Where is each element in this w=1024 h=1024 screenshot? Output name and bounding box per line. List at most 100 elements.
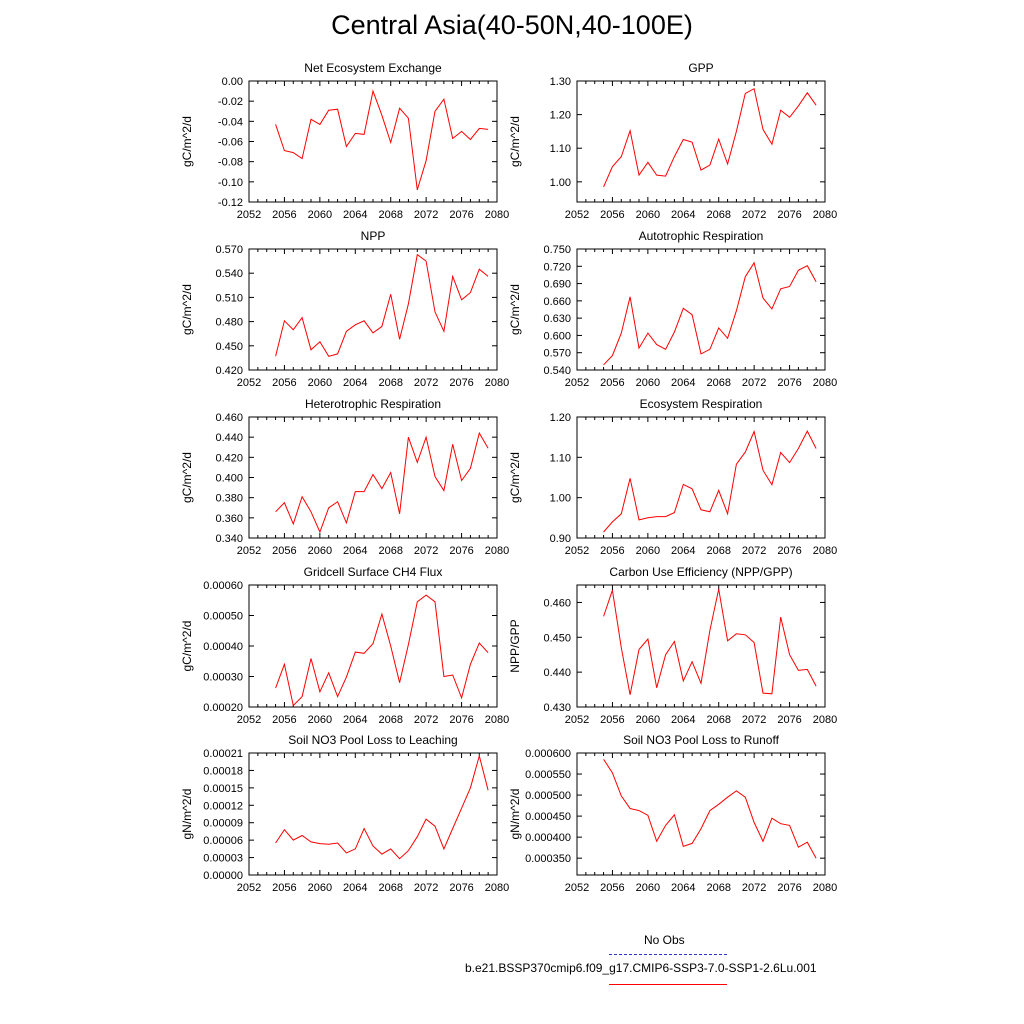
plot-4-ytick-label: 0.440 (215, 432, 243, 444)
plot-9-ytick-label: 0.000350 (525, 853, 571, 865)
plot-6-ylabel: gC/m^2/d (180, 621, 194, 672)
plot-3-ytick-label: 0.570 (543, 348, 571, 360)
plot-8-ytick-label: 0.00012 (203, 800, 243, 812)
plot-6-xtick-label: 2076 (449, 714, 473, 726)
plot-7-xtick-label: 2052 (565, 714, 589, 726)
plot-5-xtick-label: 2068 (706, 545, 730, 557)
plot-1-ytick-label: 1.20 (550, 110, 571, 122)
plot-2-ytick-label: 0.570 (215, 244, 243, 256)
plot-3-ytick-label: 0.630 (543, 313, 571, 325)
plot-2-xtick-label: 2072 (414, 377, 438, 389)
plot-3-xtick-label: 2080 (813, 377, 837, 389)
plot-5-ytick-label: 1.00 (550, 493, 571, 505)
plot-7-ytick-label: 0.440 (543, 667, 571, 679)
plot-5-series-line (603, 429, 817, 533)
plot-2-series-line (275, 253, 489, 357)
plot-8-title: Soil NO3 Pool Loss to Leaching (288, 733, 457, 747)
plot-3-xtick-label: 2068 (706, 377, 730, 389)
plot-6-xtick-label: 2080 (485, 714, 509, 726)
plot-5-ytick-label: 0.90 (550, 533, 571, 545)
plot-8-ytick-label: 0.00021 (203, 748, 243, 760)
plot-7-ytick-label: 0.450 (543, 632, 571, 644)
plot-2-ytick-label: 0.450 (215, 341, 243, 353)
plot-7-xtick-label: 2056 (600, 714, 624, 726)
plot-8-xtick-label: 2080 (485, 882, 509, 894)
plot-1-ytick-label: 1.00 (550, 177, 571, 189)
figure-title: Central Asia(40-50N,40-100E) (331, 10, 693, 40)
plot-0-title: Net Ecosystem Exchange (304, 61, 442, 75)
plot-0-frame (248, 80, 498, 203)
plot-3-title: Autotrophic Respiration (639, 229, 764, 243)
plot-5-title: Ecosystem Respiration (640, 397, 763, 411)
plot-5-xtick-label: 2080 (813, 545, 837, 557)
plot-0-xtick-label: 2072 (414, 209, 438, 221)
plot-4-ytick-label: 0.400 (215, 473, 243, 485)
plot-2-ytick-label: 0.420 (215, 365, 243, 377)
plot-1-ylabel: gC/m^2/d (508, 116, 522, 167)
plot-6-xtick-label: 2072 (414, 714, 438, 726)
plot-4-ytick-label: 0.420 (215, 452, 243, 464)
plot-0-ylabel: gC/m^2/d (180, 116, 194, 167)
plot-3-ytick-label: 0.750 (543, 244, 571, 256)
plot-7-xtick-label: 2064 (671, 714, 695, 726)
plot-8-xtick-label: 2068 (378, 882, 402, 894)
plot-3-ytick-label: 0.660 (543, 296, 571, 308)
plot-6-ytick-label: 0.00060 (203, 580, 243, 592)
plot-3-xtick-label: 2056 (600, 377, 624, 389)
plot-2-xtick-label: 2064 (343, 377, 367, 389)
plot-8-ytick-label: 0.00018 (203, 765, 243, 777)
plot-6-ytick-label: 0.00040 (203, 641, 243, 653)
plot-5-xtick-label: 2052 (565, 545, 589, 557)
plot-9-frame (576, 752, 826, 876)
plot-5-ylabel: gC/m^2/d (508, 452, 522, 503)
plot-9-xtick-label: 2060 (636, 882, 660, 894)
plot-9-series-line (603, 759, 817, 859)
plot-5-xtick-label: 2064 (671, 545, 695, 557)
plot-0-ytick-label: -0.12 (218, 197, 243, 209)
plot-9-xtick-label: 2052 (565, 882, 589, 894)
plot-7-series-line (603, 589, 817, 695)
plot-2-frame (248, 248, 498, 371)
plot-7-title: Carbon Use Efficiency (NPP/GPP) (609, 565, 792, 579)
plot-4-ytick-label: 0.340 (215, 533, 243, 545)
plot-3-ytick-label: 0.540 (543, 365, 571, 377)
plot-1-ytick-label: 1.10 (550, 143, 571, 155)
plot-0-ytick-label: 0.00 (222, 76, 243, 88)
legend-model-line (609, 984, 727, 985)
plot-6-xtick-label: 2064 (343, 714, 367, 726)
plot-7-xtick-label: 2072 (742, 714, 766, 726)
plot-7-ylabel: NPP/GPP (508, 619, 522, 672)
plot-0-ytick-label: -0.02 (218, 96, 243, 108)
plot-9-xtick-label: 2056 (600, 882, 624, 894)
plot-4-frame (248, 416, 498, 539)
plot-2-title: NPP (361, 229, 386, 243)
plot-9-title: Soil NO3 Pool Loss to Runoff (623, 733, 780, 747)
plot-2-ytick-label: 0.540 (215, 268, 243, 280)
plot-2-xtick-label: 2060 (308, 377, 332, 389)
plot-8-xtick-label: 2064 (343, 882, 367, 894)
legend-obs-label: No Obs (644, 933, 685, 947)
plot-0-xtick-label: 2056 (272, 209, 296, 221)
plot-4-xtick-label: 2080 (485, 545, 509, 557)
plot-1-xtick-label: 2060 (636, 209, 660, 221)
plot-6-xtick-label: 2060 (308, 714, 332, 726)
plot-5-xtick-label: 2076 (777, 545, 801, 557)
plot-2-xtick-label: 2052 (237, 377, 261, 389)
plot-9-xtick-label: 2068 (706, 882, 730, 894)
plot-1-xtick-label: 2072 (742, 209, 766, 221)
plot-4-ylabel: gC/m^2/d (180, 452, 194, 503)
plot-1-xtick-label: 2068 (706, 209, 730, 221)
plot-4-xtick-label: 2076 (449, 545, 473, 557)
plot-4-ytick-label: 0.360 (215, 513, 243, 525)
plot-0-ytick-label: -0.10 (218, 177, 243, 189)
plot-2-ytick-label: 0.510 (215, 292, 243, 304)
plot-4-ytick-label: 0.460 (215, 412, 243, 424)
plot-3-ytick-label: 0.690 (543, 279, 571, 291)
plot-7-xtick-label: 2080 (813, 714, 837, 726)
plot-2-xtick-label: 2056 (272, 377, 296, 389)
plot-8-ytick-label: 0.00003 (203, 853, 243, 865)
plot-4-xtick-label: 2064 (343, 545, 367, 557)
plot-0-xtick-label: 2080 (485, 209, 509, 221)
plot-1-xtick-label: 2076 (777, 209, 801, 221)
